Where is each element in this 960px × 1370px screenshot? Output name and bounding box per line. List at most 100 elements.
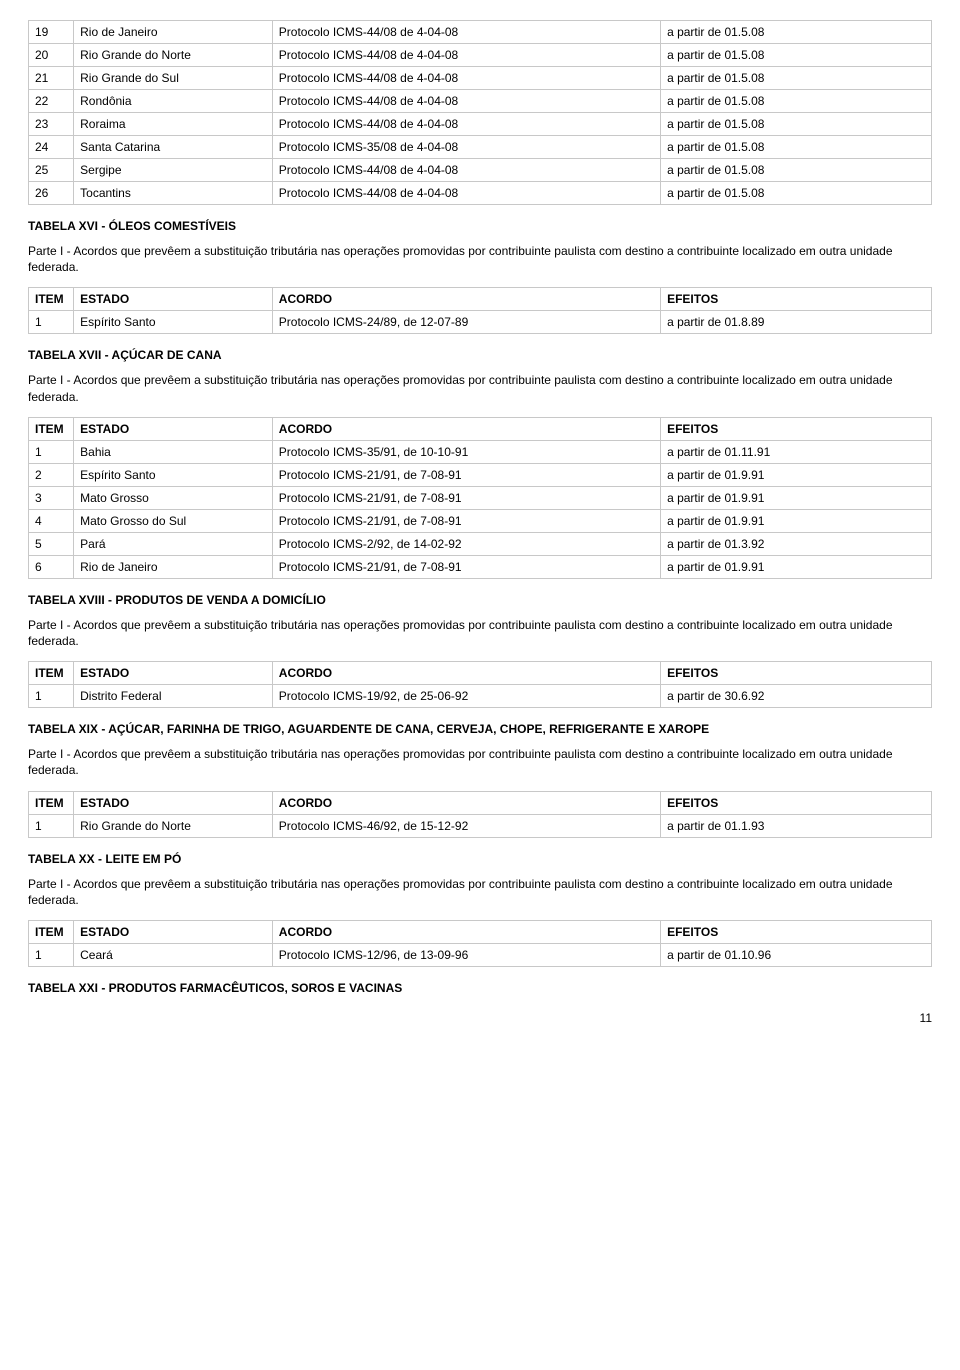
section-heading: TABELA XVI - ÓLEOS COMESTÍVEIS bbox=[28, 219, 932, 233]
table-cell: a partir de 01.9.91 bbox=[661, 463, 932, 486]
table-row: 19Rio de JaneiroProtocolo ICMS-44/08 de … bbox=[29, 21, 932, 44]
table-row: 1CearáProtocolo ICMS-12/96, de 13-09-96a… bbox=[29, 943, 932, 966]
section-paragraph: Parte I - Acordos que prevêem a substitu… bbox=[28, 746, 932, 778]
table-cell: Protocolo ICMS-46/92, de 15-12-92 bbox=[272, 814, 660, 837]
table-cell: 21 bbox=[29, 67, 74, 90]
table-row: 26TocantinsProtocolo ICMS-44/08 de 4-04-… bbox=[29, 182, 932, 205]
table-cell: a partir de 01.5.08 bbox=[661, 21, 932, 44]
table-cell: 26 bbox=[29, 182, 74, 205]
section-heading: TABELA XIX - AÇÚCAR, FARINHA DE TRIGO, A… bbox=[28, 722, 932, 736]
section-heading: TABELA XVIII - PRODUTOS DE VENDA A DOMIC… bbox=[28, 593, 932, 607]
table-cell: 19 bbox=[29, 21, 74, 44]
table-cell: Protocolo ICMS-21/91, de 7-08-91 bbox=[272, 509, 660, 532]
table-cell: 1 bbox=[29, 440, 74, 463]
table-header-cell: ESTADO bbox=[74, 417, 273, 440]
table-header-cell: ESTADO bbox=[74, 791, 273, 814]
table-cell: Protocolo ICMS-44/08 de 4-04-08 bbox=[272, 21, 660, 44]
table-cell: Sergipe bbox=[74, 159, 273, 182]
heading-tabela-xxi: TABELA XXI - PRODUTOS FARMACÊUTICOS, SOR… bbox=[28, 981, 932, 995]
section-paragraph: Parte I - Acordos que prevêem a substitu… bbox=[28, 372, 932, 404]
table-cell: Protocolo ICMS-35/91, de 10-10-91 bbox=[272, 440, 660, 463]
section-heading: TABELA XX - LEITE EM PÓ bbox=[28, 852, 932, 866]
table-header-cell: ACORDO bbox=[272, 662, 660, 685]
table-cell: a partir de 30.6.92 bbox=[661, 685, 932, 708]
table-header-row: ITEMESTADOACORDOEFEITOS bbox=[29, 662, 932, 685]
table-cell: a partir de 01.9.91 bbox=[661, 486, 932, 509]
table-cell: 5 bbox=[29, 532, 74, 555]
table-cell: 20 bbox=[29, 44, 74, 67]
table-cell: a partir de 01.8.89 bbox=[661, 311, 932, 334]
table-header-cell: ESTADO bbox=[74, 920, 273, 943]
section-table: ITEMESTADOACORDOEFEITOS1Distrito Federal… bbox=[28, 661, 932, 708]
table-cell: Rio Grande do Norte bbox=[74, 814, 273, 837]
table-row: 1BahiaProtocolo ICMS-35/91, de 10-10-91a… bbox=[29, 440, 932, 463]
table-row: 24Santa CatarinaProtocolo ICMS-35/08 de … bbox=[29, 136, 932, 159]
table-header-cell: EFEITOS bbox=[661, 662, 932, 685]
table-row: 23RoraimaProtocolo ICMS-44/08 de 4-04-08… bbox=[29, 113, 932, 136]
table-row: 5ParáProtocolo ICMS-2/92, de 14-02-92a p… bbox=[29, 532, 932, 555]
table-row: 25SergipeProtocolo ICMS-44/08 de 4-04-08… bbox=[29, 159, 932, 182]
table-cell: 1 bbox=[29, 685, 74, 708]
table-cell: a partir de 01.11.91 bbox=[661, 440, 932, 463]
table-row: 1Distrito FederalProtocolo ICMS-19/92, d… bbox=[29, 685, 932, 708]
table-cell: Protocolo ICMS-12/96, de 13-09-96 bbox=[272, 943, 660, 966]
table-header-row: ITEMESTADOACORDOEFEITOS bbox=[29, 288, 932, 311]
table-header-cell: ESTADO bbox=[74, 662, 273, 685]
table-cell: 4 bbox=[29, 509, 74, 532]
table-row: 3Mato GrossoProtocolo ICMS-21/91, de 7-0… bbox=[29, 486, 932, 509]
table-cell: Bahia bbox=[74, 440, 273, 463]
table-cell: Protocolo ICMS-44/08 de 4-04-08 bbox=[272, 90, 660, 113]
table-row: 22RondôniaProtocolo ICMS-44/08 de 4-04-0… bbox=[29, 90, 932, 113]
section-table: ITEMESTADOACORDOEFEITOS1BahiaProtocolo I… bbox=[28, 417, 932, 579]
table-cell: Protocolo ICMS-44/08 de 4-04-08 bbox=[272, 44, 660, 67]
table-header-cell: ACORDO bbox=[272, 791, 660, 814]
table-row: 4Mato Grosso do SulProtocolo ICMS-21/91,… bbox=[29, 509, 932, 532]
table-header-cell: EFEITOS bbox=[661, 288, 932, 311]
table-cell: Protocolo ICMS-24/89, de 12-07-89 bbox=[272, 311, 660, 334]
table-cell: 23 bbox=[29, 113, 74, 136]
table-header-cell: ACORDO bbox=[272, 417, 660, 440]
table-cell: a partir de 01.3.92 bbox=[661, 532, 932, 555]
table-cell: Distrito Federal bbox=[74, 685, 273, 708]
table-cell: a partir de 01.5.08 bbox=[661, 159, 932, 182]
table-cell: Espírito Santo bbox=[74, 311, 273, 334]
table-cell: Protocolo ICMS-44/08 de 4-04-08 bbox=[272, 67, 660, 90]
table-cell: 1 bbox=[29, 943, 74, 966]
table-row: 1Espírito SantoProtocolo ICMS-24/89, de … bbox=[29, 311, 932, 334]
table-cell: a partir de 01.5.08 bbox=[661, 113, 932, 136]
page-number: 11 bbox=[28, 1011, 932, 1025]
table-cell: 25 bbox=[29, 159, 74, 182]
table-cell: Rio Grande do Sul bbox=[74, 67, 273, 90]
table-cell: 22 bbox=[29, 90, 74, 113]
table-cell: 24 bbox=[29, 136, 74, 159]
table-header-row: ITEMESTADOACORDOEFEITOS bbox=[29, 791, 932, 814]
table-cell: Protocolo ICMS-35/08 de 4-04-08 bbox=[272, 136, 660, 159]
table-cell: Rio de Janeiro bbox=[74, 21, 273, 44]
table-cell: Rio de Janeiro bbox=[74, 555, 273, 578]
table-row: 21Rio Grande do SulProtocolo ICMS-44/08 … bbox=[29, 67, 932, 90]
table-cell: Rio Grande do Norte bbox=[74, 44, 273, 67]
table-cell: Tocantins bbox=[74, 182, 273, 205]
table-header-cell: EFEITOS bbox=[661, 417, 932, 440]
section-paragraph: Parte I - Acordos que prevêem a substitu… bbox=[28, 243, 932, 275]
table-cell: Protocolo ICMS-21/91, de 7-08-91 bbox=[272, 463, 660, 486]
table-cell: Espírito Santo bbox=[74, 463, 273, 486]
section-table: ITEMESTADOACORDOEFEITOS1Espírito SantoPr… bbox=[28, 287, 932, 334]
table-header-cell: ITEM bbox=[29, 791, 74, 814]
table-cell: 1 bbox=[29, 814, 74, 837]
table-cell: a partir de 01.5.08 bbox=[661, 67, 932, 90]
table-row: 2Espírito SantoProtocolo ICMS-21/91, de … bbox=[29, 463, 932, 486]
table-cell: a partir de 01.5.08 bbox=[661, 90, 932, 113]
table-cell: a partir de 01.5.08 bbox=[661, 44, 932, 67]
table-cell: Protocolo ICMS-21/91, de 7-08-91 bbox=[272, 486, 660, 509]
table-row: 1Rio Grande do NorteProtocolo ICMS-46/92… bbox=[29, 814, 932, 837]
table-cell: 3 bbox=[29, 486, 74, 509]
table-cell: a partir de 01.9.91 bbox=[661, 555, 932, 578]
section-table: ITEMESTADOACORDOEFEITOS1CearáProtocolo I… bbox=[28, 920, 932, 967]
table-row: 20Rio Grande do NorteProtocolo ICMS-44/0… bbox=[29, 44, 932, 67]
table-header-cell: ACORDO bbox=[272, 920, 660, 943]
table-header-cell: ACORDO bbox=[272, 288, 660, 311]
table-header-cell: ITEM bbox=[29, 288, 74, 311]
section-paragraph: Parte I - Acordos que prevêem a substitu… bbox=[28, 876, 932, 908]
table-cell: Protocolo ICMS-2/92, de 14-02-92 bbox=[272, 532, 660, 555]
